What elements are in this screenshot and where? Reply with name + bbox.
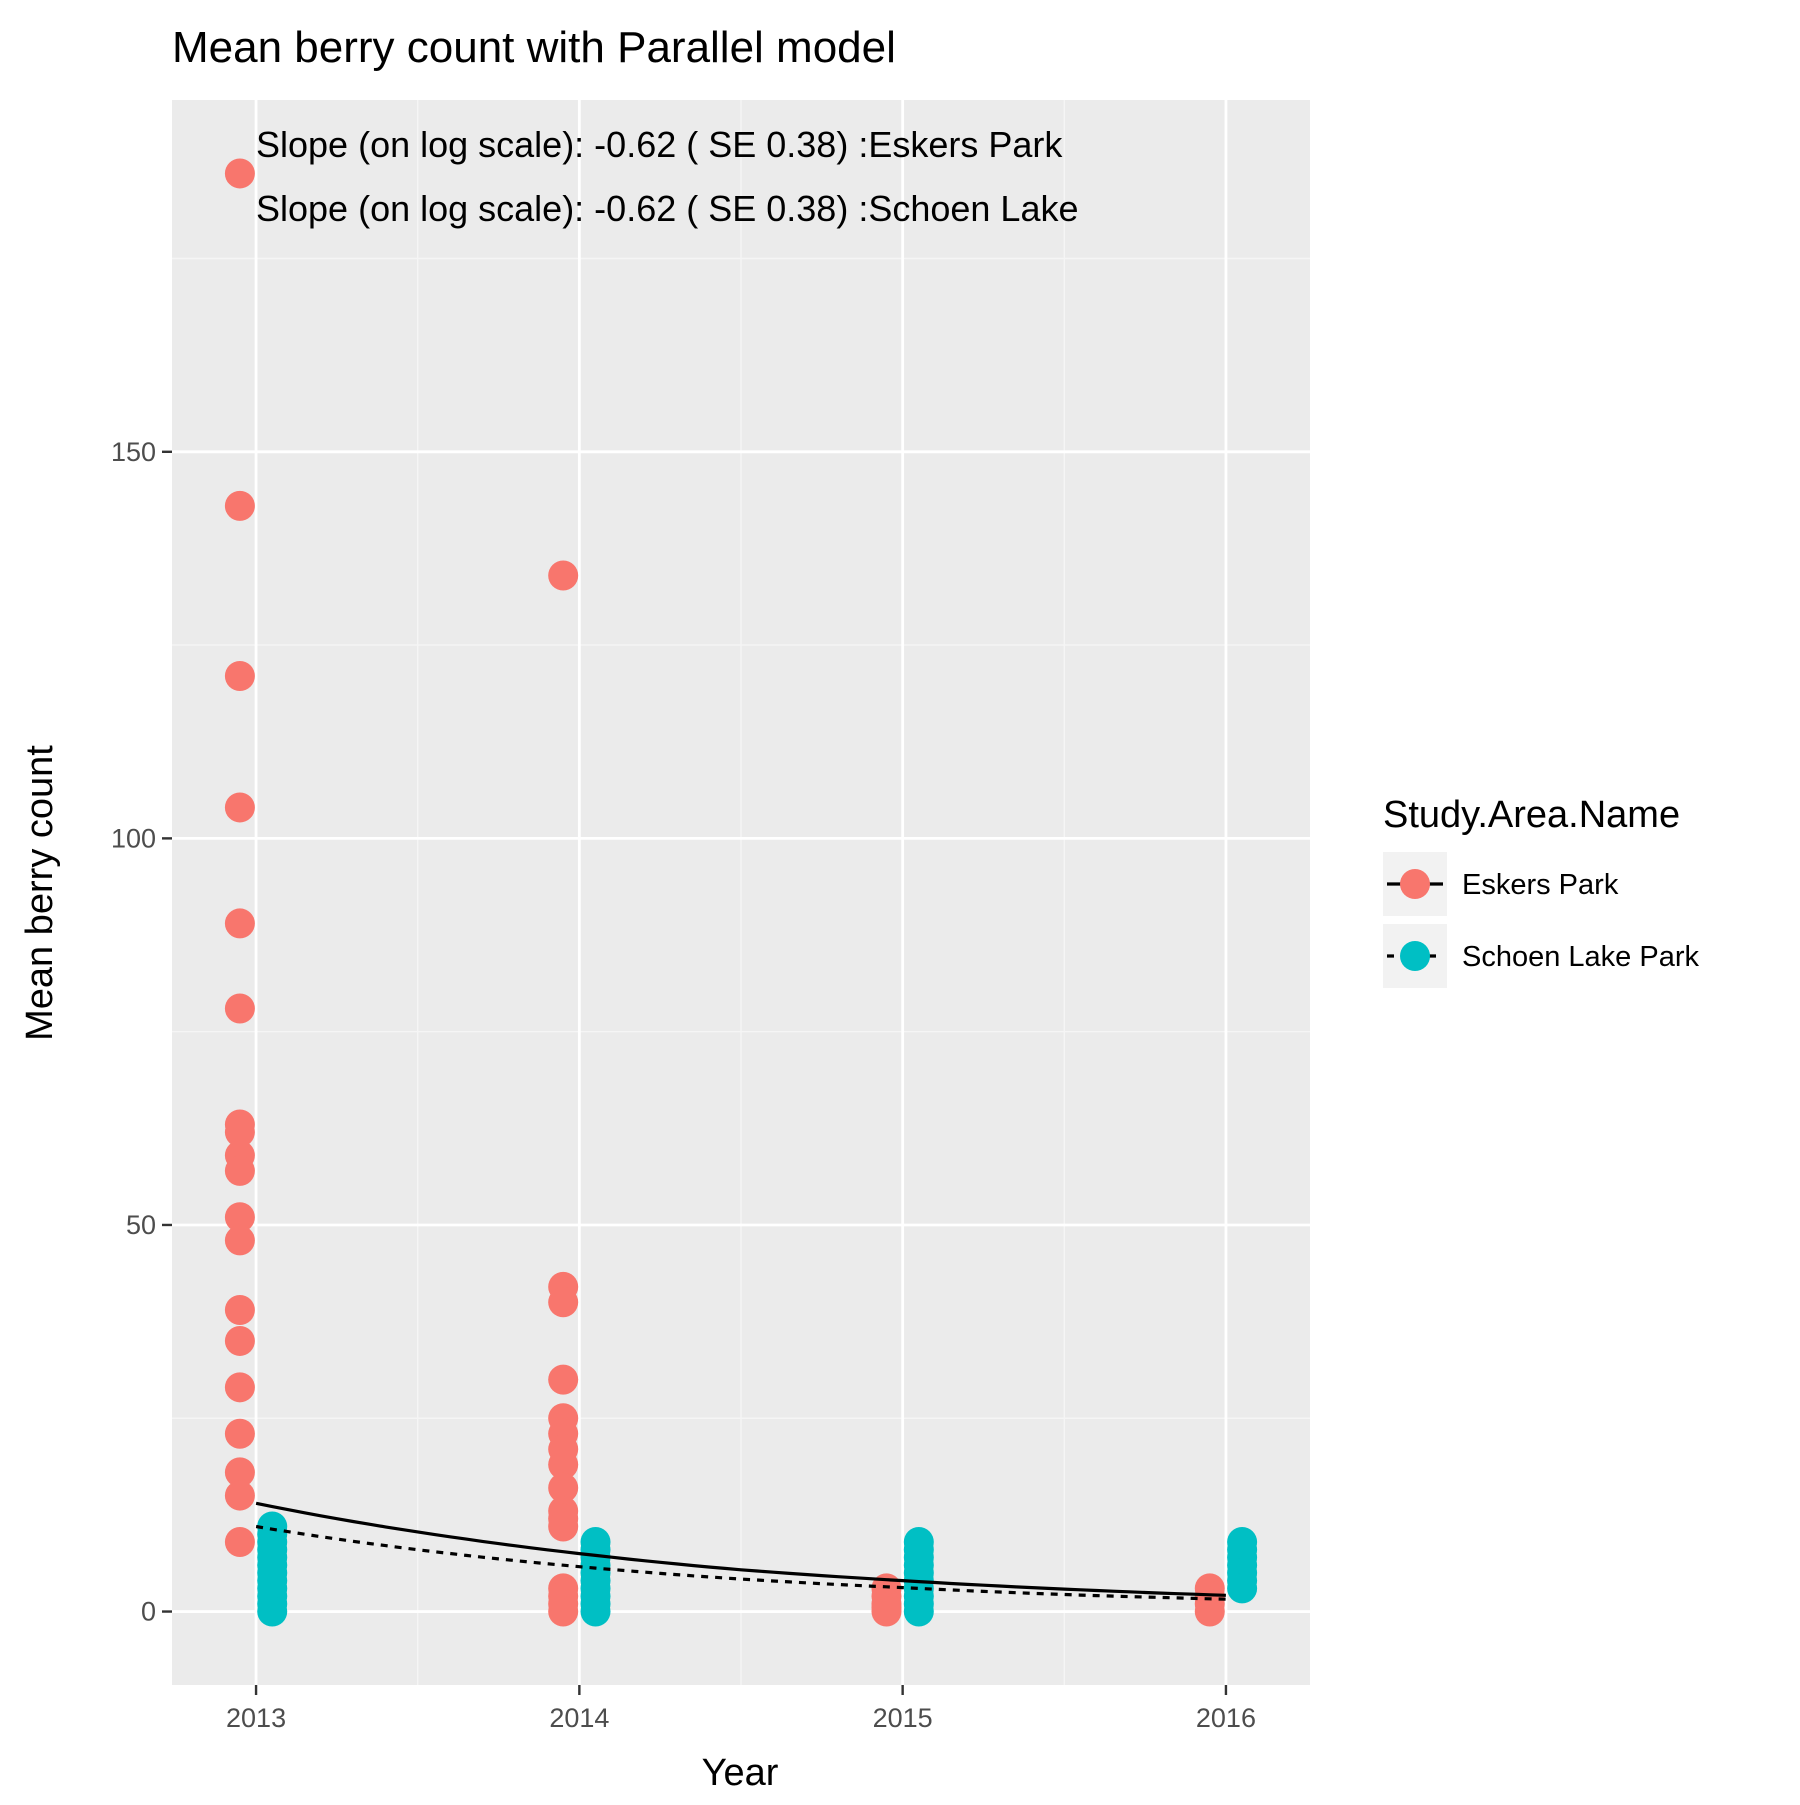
legend: Study.Area.Name Eskers Park Schoen Lake P…	[1383, 794, 1699, 988]
y-axis-title: Mean berry count	[19, 745, 61, 1041]
data-point	[224, 490, 255, 521]
legend-label: Schoen Lake Park	[1462, 941, 1699, 973]
data-point	[580, 1596, 611, 1627]
x-tick-label: 2015	[873, 1703, 933, 1733]
x-tick-label: 2013	[226, 1703, 286, 1733]
data-point	[1227, 1573, 1258, 1604]
data-point	[548, 1472, 579, 1503]
data-point	[548, 1449, 579, 1480]
chart-title: Mean berry count with Parallel model	[172, 23, 896, 72]
data-point	[871, 1596, 902, 1627]
data-point	[224, 1457, 255, 1488]
data-point	[548, 560, 579, 591]
data-point	[224, 1372, 255, 1403]
legend-title: Study.Area.Name	[1383, 794, 1680, 836]
data-point	[224, 1295, 255, 1326]
data-point	[224, 993, 255, 1024]
x-tick-label: 2014	[549, 1703, 609, 1733]
data-point	[224, 908, 255, 939]
data-point	[224, 792, 255, 823]
data-point	[1194, 1596, 1225, 1627]
data-point	[224, 1202, 255, 1233]
y-tick-label: 100	[111, 823, 156, 853]
data-point	[224, 1480, 255, 1511]
y-tick-label: 0	[141, 1597, 156, 1627]
data-point	[224, 1526, 255, 1557]
legend-keys: Eskers Park Schoen Lake Park	[1383, 852, 1699, 988]
data-point	[224, 1155, 255, 1186]
data-point	[224, 1225, 255, 1256]
data-point	[548, 1511, 579, 1542]
grid-lines	[172, 100, 1310, 1685]
data-point	[548, 1287, 579, 1318]
data-point	[548, 1596, 579, 1627]
annotations: Slope (on log scale): -0.62 ( SE 0.38) :…	[256, 124, 1078, 229]
data-point	[224, 1117, 255, 1148]
x-tick-label: 2016	[1196, 1703, 1256, 1733]
x-axis-title: Year	[702, 1752, 779, 1794]
data-point	[224, 158, 255, 189]
data-point	[224, 661, 255, 692]
data-point	[224, 1325, 255, 1356]
legend-key-point	[1400, 869, 1430, 899]
data-point	[903, 1596, 934, 1627]
slope-annotation: Slope (on log scale): -0.62 ( SE 0.38) :…	[256, 124, 1063, 165]
data-point	[224, 1418, 255, 1449]
fit-line	[255, 1501, 1226, 1597]
legend-label: Eskers Park	[1462, 869, 1619, 901]
y-tick-label: 150	[111, 437, 156, 467]
fit-lines	[255, 1501, 1226, 1601]
y-tick-label: 50	[126, 1210, 156, 1240]
legend-key-point	[1400, 941, 1430, 971]
data-point	[257, 1596, 288, 1627]
data-point	[548, 1364, 579, 1395]
slope-annotation: Slope (on log scale): -0.62 ( SE 0.38) :…	[256, 188, 1078, 229]
axes: 0 50 100 150 2013 2014 2015 2016	[111, 437, 1256, 1733]
